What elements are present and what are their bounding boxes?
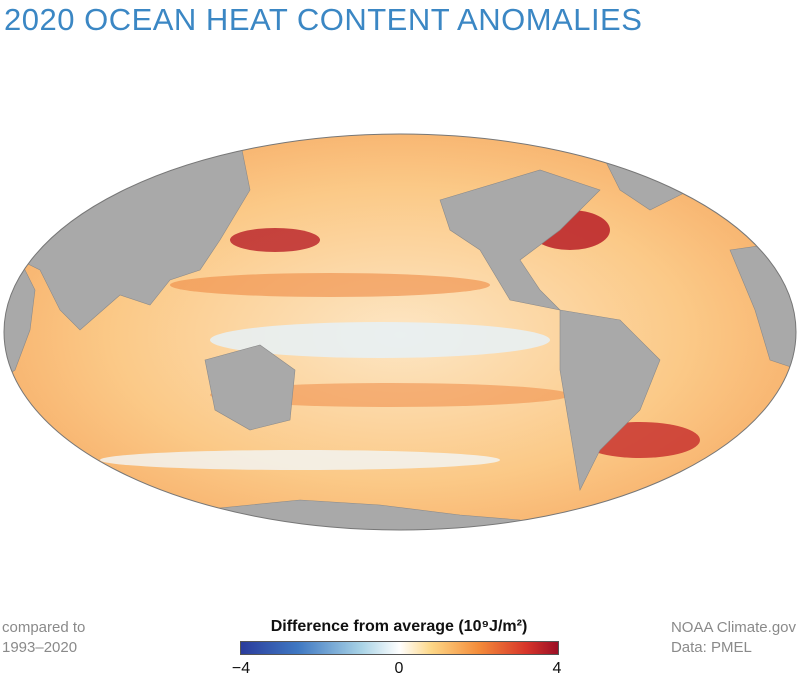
land-north-america <box>439 169 601 311</box>
anomaly-hotspot <box>230 228 320 252</box>
ocean-heat-map <box>3 133 797 531</box>
tick-mid: 0 <box>394 660 404 677</box>
tick-max: 4 <box>552 660 562 677</box>
credit-line: NOAA Climate.gov <box>670 619 796 636</box>
anomaly-band <box>210 383 570 407</box>
globe-outline <box>3 133 797 531</box>
baseline-note: compared to 1993–2020 <box>2 618 85 658</box>
land-south-america <box>559 309 661 491</box>
anomaly-band <box>210 322 550 358</box>
anomaly-band <box>170 273 490 297</box>
baseline-note-line: compared to <box>2 619 86 636</box>
credits: NOAA Climate.gov Data: PMEL <box>671 618 796 658</box>
baseline-note-line: 1993–2020 <box>2 639 78 656</box>
land-australia <box>204 344 296 431</box>
anomaly-band <box>100 450 500 470</box>
colorbar <box>240 641 559 655</box>
page-title: 2020 OCEAN HEAT CONTENT ANOMALIES <box>4 2 643 37</box>
credit-line: Data: PMEL <box>670 639 752 656</box>
legend-title: Difference from average (10⁹J/m²) <box>270 618 528 635</box>
tick-min: −4 <box>231 660 251 677</box>
